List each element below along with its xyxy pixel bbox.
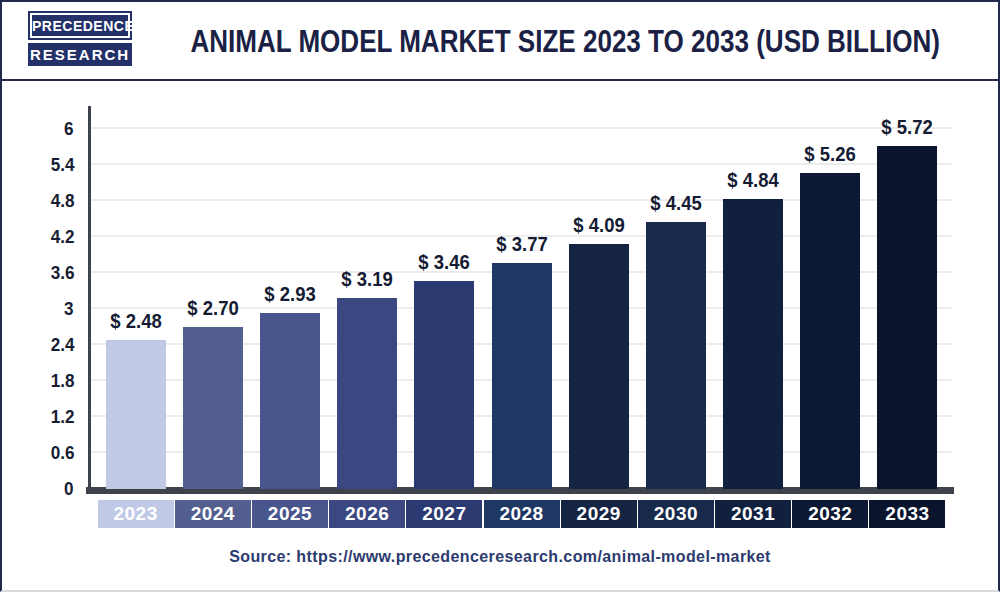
x-axis-label-2033: 2033 — [869, 500, 945, 528]
y-axis-tick-label: 1.2 — [50, 406, 74, 428]
x-axis-label-slot: 2029 — [560, 500, 637, 528]
x-axis-label-2024: 2024 — [175, 500, 251, 528]
bar-value-label: $ 4.45 — [650, 191, 701, 215]
chart-title: ANIMAL MODEL MARKET SIZE 2023 TO 2033 (U… — [190, 24, 939, 60]
y-axis-tick-label: 5.4 — [50, 154, 74, 176]
y-axis-tick-label: 6 — [64, 118, 74, 140]
y-axis-tick-label: 1.8 — [50, 370, 74, 392]
x-axis-labels: 2023202420252026202720282029203020312032… — [91, 500, 952, 528]
x-axis-label-2031: 2031 — [715, 500, 791, 528]
bar-slot: $ 4.84 — [715, 106, 792, 489]
bar-value-label: $ 4.84 — [727, 168, 778, 192]
x-axis-label-slot: 2025 — [251, 500, 328, 528]
x-axis-label-2023: 2023 — [98, 500, 174, 528]
bar-2031 — [723, 199, 783, 489]
bar-value-label: $ 2.48 — [110, 309, 161, 333]
x-axis-label-slot: 2027 — [406, 500, 483, 528]
y-axis-tick-label: 0 — [64, 478, 74, 500]
y-axis-tick-label: 4.8 — [50, 190, 74, 212]
bar-slot: $ 2.48 — [97, 106, 174, 489]
bar-slot: $ 3.77 — [483, 106, 560, 489]
x-axis-label-slot: 2033 — [869, 500, 946, 528]
plot-area: $ 2.48 $ 2.70 $ 2.93 $ 3.19 $ 3.46 $ 3.77 $ 4.… — [91, 106, 952, 489]
source-text: Source: https://www.precedenceresearch.c… — [2, 548, 998, 566]
bar-2027 — [414, 281, 474, 489]
x-axis-label-slot: 2031 — [715, 500, 792, 528]
x-axis-label-2028: 2028 — [484, 500, 560, 528]
bar-2030 — [646, 222, 706, 489]
title-wrap: ANIMAL MODEL MARKET SIZE 2023 TO 2033 (U… — [140, 2, 990, 81]
bar-2032 — [800, 173, 860, 489]
y-axis-tick-label: 0.6 — [50, 442, 74, 464]
x-axis-label-2026: 2026 — [329, 500, 405, 528]
bar-slot: $ 4.45 — [637, 106, 714, 489]
bar-value-label: $ 5.72 — [882, 115, 933, 139]
y-axis-tick-labels: 00.61.21.82.433.64.24.85.46 — [2, 106, 80, 489]
bar-slot: $ 2.93 — [251, 106, 328, 489]
bar-2025 — [260, 313, 320, 489]
y-axis-tick-label: 3 — [64, 298, 74, 320]
x-axis-label-2029: 2029 — [561, 500, 637, 528]
bar-2026 — [337, 298, 397, 489]
header: PRECEDENCE RESEARCH ANIMAL MODEL MARKET … — [2, 2, 998, 81]
bar-2023 — [106, 340, 166, 489]
x-axis-label-slot: 2023 — [97, 500, 174, 528]
bar-2029 — [569, 244, 629, 489]
x-axis-label-slot: 2024 — [174, 500, 251, 528]
y-axis-tick-label: 4.2 — [50, 226, 74, 248]
infographic-page: PRECEDENCE RESEARCH ANIMAL MODEL MARKET … — [0, 0, 1000, 592]
bar-slot: $ 3.19 — [329, 106, 406, 489]
x-axis-label-2027: 2027 — [406, 500, 482, 528]
bar-slot: $ 5.72 — [869, 106, 946, 489]
x-axis-label-slot: 2026 — [329, 500, 406, 528]
logo-precedence-text: PRECEDENCE — [28, 11, 132, 40]
brand-logo: PRECEDENCE RESEARCH — [28, 11, 132, 66]
bar-value-label: $ 2.70 — [187, 296, 238, 320]
bar-2024 — [183, 327, 243, 489]
bar-value-label: $ 5.26 — [805, 142, 856, 166]
bar-slot: $ 3.46 — [406, 106, 483, 489]
x-axis-label-slot: 2028 — [483, 500, 560, 528]
bar-value-label: $ 3.46 — [419, 250, 470, 274]
bar-value-label: $ 3.19 — [341, 267, 392, 291]
bar-2028 — [492, 263, 552, 489]
bar-slot: $ 4.09 — [560, 106, 637, 489]
x-axis-label-2032: 2032 — [792, 500, 868, 528]
x-axis-label-2025: 2025 — [252, 500, 328, 528]
bars-row: $ 2.48 $ 2.70 $ 2.93 $ 3.19 $ 3.46 $ 3.77 $ 4.… — [91, 106, 952, 489]
bar-value-label: $ 4.09 — [573, 213, 624, 237]
bar-value-label: $ 3.77 — [496, 232, 547, 256]
bar-slot: $ 5.26 — [792, 106, 869, 489]
x-axis-label-slot: 2032 — [792, 500, 869, 528]
y-axis-tick-label: 2.4 — [50, 334, 74, 356]
bar-2033 — [877, 146, 937, 489]
bar-value-label: $ 2.93 — [264, 282, 315, 306]
bar-slot: $ 2.70 — [174, 106, 251, 489]
x-axis-label-slot: 2030 — [637, 500, 714, 528]
y-axis-tick-label: 3.6 — [50, 262, 74, 284]
x-axis-label-2030: 2030 — [638, 500, 714, 528]
logo-research-text: RESEARCH — [28, 43, 132, 66]
